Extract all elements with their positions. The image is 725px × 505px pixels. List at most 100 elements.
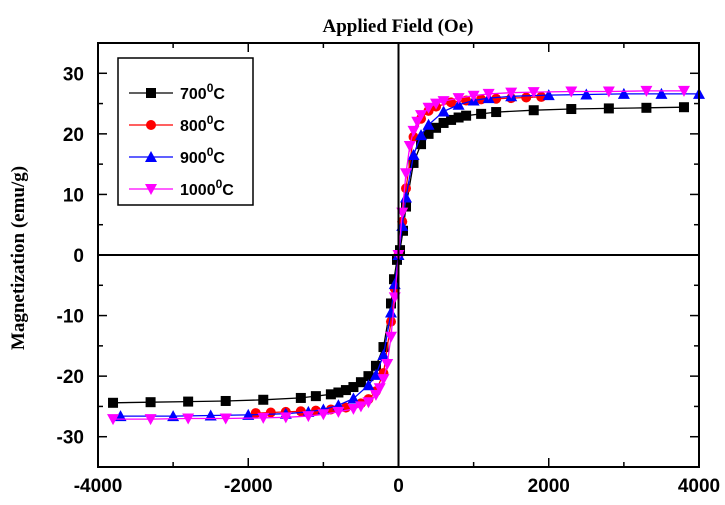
legend-label: 9000C	[180, 145, 225, 167]
y-tick-label: 30	[63, 64, 84, 85]
data-point-1000	[107, 414, 120, 426]
data-point-700	[461, 110, 472, 121]
data-point-1000	[407, 125, 420, 137]
data-point-1000	[302, 411, 315, 423]
data-point-1000	[362, 397, 375, 409]
data-point-700	[438, 117, 449, 128]
y-tick-label: -30	[57, 428, 84, 449]
data-point-1000	[373, 383, 386, 395]
legend-marker	[145, 151, 157, 162]
y-tick-label: 0	[73, 246, 84, 267]
data-point-900	[542, 89, 555, 101]
legend-label: 8000C	[180, 113, 225, 135]
data-point-700	[678, 102, 689, 113]
data-point-1000	[257, 412, 270, 424]
data-point-1000	[400, 168, 413, 180]
data-point-900	[369, 368, 382, 380]
data-point-1000	[505, 87, 518, 99]
data-point-900	[242, 408, 255, 420]
data-point-1000	[430, 98, 443, 110]
data-point-800	[265, 407, 276, 418]
data-point-700	[491, 107, 502, 118]
data-point-700	[220, 395, 231, 406]
data-point-1000	[602, 86, 615, 98]
data-point-700	[603, 103, 614, 114]
data-point-700	[108, 397, 119, 408]
data-point-800	[295, 406, 306, 417]
data-point-700	[363, 371, 374, 382]
data-point-1000	[144, 414, 157, 426]
data-point-900	[655, 87, 668, 99]
data-point-900	[452, 98, 465, 110]
x-tick-label: 2000	[528, 476, 570, 497]
data-point-900	[437, 105, 450, 117]
data-point-800	[250, 408, 261, 419]
data-point-700	[258, 394, 269, 405]
legend: 7000C 8000C 9000C 10000C	[117, 57, 254, 206]
x-tick-label: -2000	[224, 476, 273, 497]
data-point-900	[415, 129, 428, 141]
data-point-1000	[332, 406, 345, 418]
legend-marker	[146, 120, 156, 130]
data-point-900	[400, 191, 413, 203]
data-point-1000	[354, 401, 367, 413]
y-axis-title: Magnetization (emu/g)	[8, 166, 29, 350]
data-point-700	[333, 387, 344, 398]
data-point-900	[617, 87, 630, 99]
data-point-700	[641, 102, 652, 113]
legend-item-700: 7000C	[129, 81, 225, 103]
data-point-700	[566, 104, 577, 115]
data-point-1000	[182, 413, 195, 425]
data-point-900	[347, 392, 360, 404]
legend-marker	[146, 88, 156, 98]
data-point-1000	[377, 374, 390, 386]
data-point-700	[348, 382, 359, 393]
legend-marker	[145, 184, 157, 195]
data-point-700	[355, 377, 366, 388]
data-point-900	[384, 306, 397, 318]
data-point-700	[295, 392, 306, 403]
data-point-1000	[437, 96, 450, 108]
y-tick-label: 10	[63, 185, 84, 206]
legend-box	[117, 57, 254, 206]
data-point-1000	[565, 86, 578, 98]
y-tick-label: -20	[57, 367, 84, 388]
data-point-1000	[677, 85, 690, 97]
legend-label: 7000C	[180, 81, 225, 103]
data-point-700	[145, 397, 156, 408]
x-tick-label: 4000	[678, 476, 720, 497]
data-point-700	[423, 128, 434, 139]
data-point-1000	[219, 413, 232, 425]
data-point-700	[325, 389, 336, 400]
data-point-700	[183, 396, 194, 407]
legend-item-800: 8000C	[129, 113, 225, 135]
data-point-700	[340, 385, 351, 396]
data-point-900	[114, 410, 127, 422]
x-axis-title: Applied Field (Oe)	[323, 16, 474, 37]
data-point-700	[401, 201, 412, 212]
data-point-1000	[415, 110, 428, 122]
data-point-700	[408, 157, 419, 168]
data-point-900	[204, 409, 217, 421]
x-tick-label: 0	[393, 476, 404, 497]
data-point-700	[310, 391, 321, 402]
data-point-1000	[527, 87, 540, 99]
data-point-800	[491, 93, 502, 104]
y-tick-label: -10	[57, 307, 84, 328]
data-point-700	[385, 298, 396, 309]
y-tick-label: 20	[63, 125, 84, 146]
data-point-1000	[317, 409, 330, 421]
data-point-900	[362, 379, 375, 391]
data-point-1000	[482, 88, 495, 100]
legend-item-900: 9000C	[129, 145, 225, 167]
data-point-1000	[640, 85, 653, 97]
data-point-1000	[422, 102, 435, 114]
data-point-700	[416, 139, 427, 150]
data-point-1000	[467, 90, 480, 102]
data-point-700	[370, 360, 381, 371]
data-point-1000	[347, 403, 360, 415]
axes-layer: -4000 -2000 0 2000 4000 -30 -20 -10 0 10 20 30	[57, 42, 720, 497]
data-point-1000	[403, 140, 416, 152]
series-700	[108, 102, 689, 408]
